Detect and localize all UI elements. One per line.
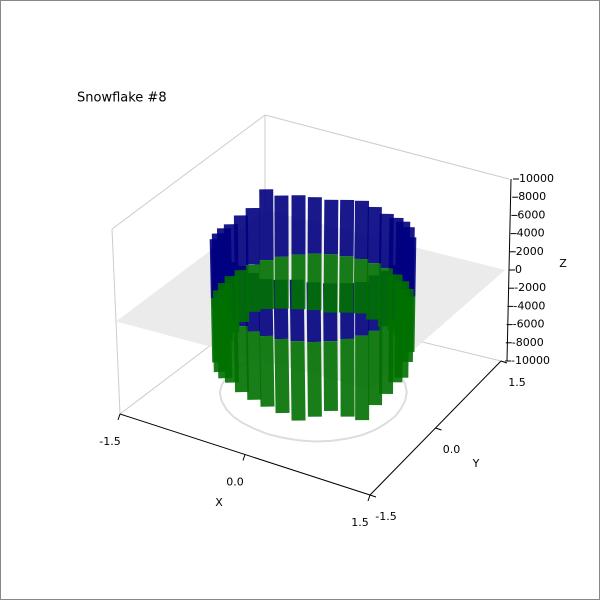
x-tick <box>367 494 371 502</box>
ribbon-bar <box>367 206 382 264</box>
y-tick-label: -1.5 <box>375 510 396 523</box>
z-tick-label: -6000 <box>513 318 545 331</box>
x-tick-label: 0.0 <box>226 476 244 489</box>
z-tick-label: -8000 <box>512 336 544 349</box>
ribbon-bar <box>223 319 240 383</box>
ribbon-bar <box>233 326 250 393</box>
ribbon-bar <box>274 338 290 414</box>
y-tick <box>500 360 508 364</box>
ribbon-bar <box>233 215 249 271</box>
z-tick-label: -2000 <box>514 281 546 294</box>
ribbon-bar <box>366 263 382 320</box>
ribbon-bar <box>245 331 262 400</box>
y-tick-label: 0.0 <box>443 443 461 456</box>
ribbon-bar <box>387 274 403 331</box>
y-axis-label: Y <box>472 457 480 470</box>
ribbon-bar <box>245 207 261 265</box>
z-axis-label: Z <box>559 257 567 270</box>
z-tick-label: 0 <box>515 263 522 276</box>
z-tick-label: 2000 <box>516 245 544 258</box>
x-axis-label: X <box>215 496 223 509</box>
x-tick <box>242 454 246 461</box>
ribbon-bar <box>353 258 369 314</box>
x-tick-label: 1.5 <box>351 516 369 529</box>
ribbon-bar <box>388 217 404 275</box>
y-tick-label: 1.5 <box>508 376 526 389</box>
box-edge <box>111 114 266 230</box>
y-tick <box>369 494 377 498</box>
chart-title: Snowflake #8 <box>77 91 167 106</box>
box-edge <box>264 114 510 180</box>
z-tick-label: 6000 <box>517 208 545 221</box>
y-tick <box>435 427 442 431</box>
z-tick-label: 4000 <box>517 227 545 240</box>
ribbon-bar <box>234 270 250 323</box>
ribbon-bar <box>307 341 322 417</box>
x-tick <box>117 413 121 421</box>
ribbon-bar <box>354 200 370 260</box>
z-tick-label: -4000 <box>513 299 545 312</box>
ribbon-bar <box>377 268 393 327</box>
x-tick-label: -1.5 <box>99 435 120 448</box>
ribbon-bar <box>290 341 306 421</box>
ribbon-bar <box>259 335 275 407</box>
ribbon-bar <box>339 199 355 257</box>
ribbon-bar <box>338 256 354 313</box>
z-tick-label: -10000 <box>511 354 550 367</box>
ribbon-bar <box>378 213 394 269</box>
z-tick-label: 10000 <box>519 172 554 185</box>
z-tick-label: 8000 <box>518 190 546 203</box>
